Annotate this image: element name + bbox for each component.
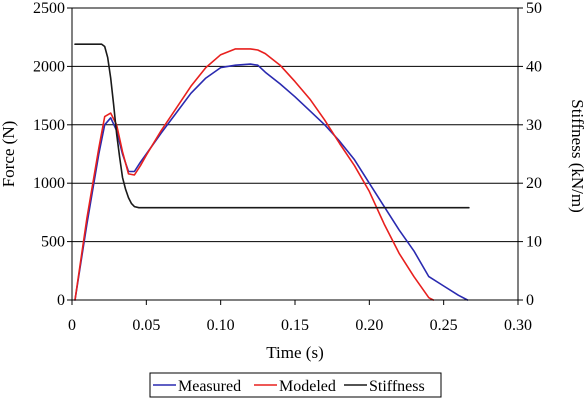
tick-label-y-left: 0 (57, 292, 65, 309)
tick-label-y-left: 1000 (33, 175, 65, 192)
series-layer (74, 43, 470, 301)
series-line-modeled (74, 48, 435, 301)
tick-label-x: 0.15 (281, 317, 309, 334)
grid-lines (72, 65, 518, 243)
tick-label-x: 0.25 (430, 317, 458, 334)
tick-label-x: 0.30 (504, 317, 532, 334)
y-axis-right-title: Stiffness (kN/m) (568, 99, 587, 213)
legend-label-modeled: Modeled (279, 378, 336, 395)
tick-label-x: 0.05 (132, 317, 160, 334)
tick-label-y-left: 500 (41, 234, 65, 251)
tick-label-y-right: 0 (526, 292, 534, 309)
tick-label-x: 0 (68, 317, 76, 334)
y-axis-left-title: Force (N) (0, 121, 18, 188)
series-line-stiffness (74, 43, 470, 209)
legend-label-stiffness: Stiffness (369, 378, 425, 395)
tick-label-y-right: 40 (526, 58, 542, 75)
tick-label-y-right: 50 (526, 0, 542, 17)
tick-label-x: 0.10 (207, 317, 235, 334)
tick-label-y-right: 10 (526, 234, 542, 251)
legend-label-measured: Measured (178, 378, 241, 395)
x-axis-title: Time (s) (266, 343, 323, 362)
tick-label-x: 0.20 (355, 317, 383, 334)
series-line-measured (74, 63, 469, 301)
legend: Measured Modeled Stiffness (149, 372, 442, 398)
tick-label-y-left: 2500 (33, 0, 65, 17)
tick-label-y-left: 1500 (33, 117, 65, 134)
tick-label-y-right: 30 (526, 117, 542, 134)
tick-label-y-right: 20 (526, 175, 542, 192)
legend-box (149, 372, 442, 398)
axes (67, 7, 523, 305)
tick-label-y-left: 2000 (33, 58, 65, 75)
